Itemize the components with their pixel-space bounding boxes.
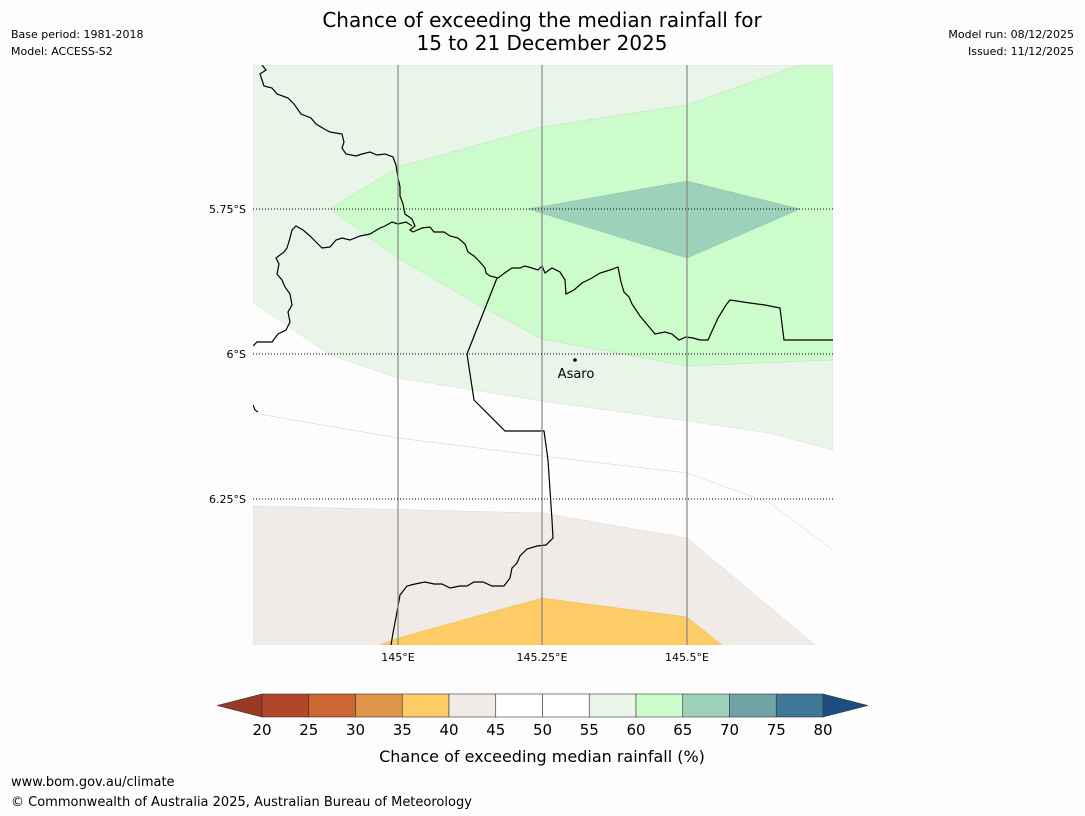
colorbar-segment <box>401 693 450 718</box>
colorbar-tick-label: 65 <box>673 721 692 739</box>
coastline-west <box>253 221 413 347</box>
map-area <box>253 65 833 645</box>
colorbar-segment <box>495 693 543 718</box>
chart-title-line1: Chance of exceeding the median rainfall … <box>322 8 762 32</box>
colorbar-tick-label: 35 <box>393 721 412 739</box>
zone-35-40 <box>379 597 723 645</box>
colorbar-segment <box>588 693 637 718</box>
colorbar-tick-label: 70 <box>720 721 739 739</box>
colorbar-tick-label: 25 <box>299 721 318 739</box>
colorbar-label: Chance of exceeding median rainfall (%) <box>379 747 705 766</box>
colorbar-tick-label: 30 <box>346 721 365 739</box>
colorbar-tick-label: 40 <box>439 721 458 739</box>
colorbar-segment <box>308 693 356 718</box>
coastline-fragment <box>253 404 259 413</box>
colorbar-segment <box>682 693 730 718</box>
chart-title-line2: 15 to 21 December 2025 <box>416 31 668 55</box>
colorbar-tick-label: 20 <box>252 721 271 739</box>
place-marker <box>573 358 577 362</box>
lon-label-145: 145°E <box>381 651 414 664</box>
lat-label-6: 6°S <box>227 348 246 361</box>
model-text: Model: ACCESS-S2 <box>11 45 113 58</box>
colorbar-under-arrow <box>216 693 263 718</box>
border-line <box>390 277 554 645</box>
model-run-text: Model run: 08/12/2025 <box>948 28 1074 41</box>
colorbar-segment <box>635 693 684 718</box>
lon-label-145-5: 145.5°E <box>665 651 709 664</box>
footer-url: www.bom.gov.au/climate <box>11 775 175 790</box>
contour-line <box>253 412 833 551</box>
colorbar-tick-label: 55 <box>580 721 599 739</box>
colorbar-segment <box>355 693 403 718</box>
colorbar: 20 25 30 35 40 45 50 55 60 65 70 75 80 <box>216 693 869 739</box>
colorbar-tick-label: 45 <box>486 721 505 739</box>
meta-right: Model run: 08/12/2025 Issued: 11/12/2025 <box>948 26 1074 60</box>
colorbar-tick-label: 75 <box>767 721 786 739</box>
colorbar-segment <box>775 693 824 718</box>
colorbar-over-arrow <box>822 693 869 718</box>
colorbar-tick-label: 80 <box>813 721 832 739</box>
issued-text: Issued: 11/12/2025 <box>967 45 1074 58</box>
colorbar-tick-label: 60 <box>626 721 645 739</box>
meta-left: Base period: 1981-2018 Model: ACCESS-S2 <box>11 26 143 60</box>
base-period-text: Base period: 1981-2018 <box>11 28 144 41</box>
colorbar-segment <box>261 693 310 718</box>
colorbar-segment <box>542 693 590 718</box>
colorbar-segment <box>729 693 777 718</box>
lat-label-6-25: 6.25°S <box>209 493 246 506</box>
footer-copyright: © Commonwealth of Australia 2025, Austra… <box>11 795 472 810</box>
lon-label-145-25: 145.25°E <box>517 651 568 664</box>
place-label: Asaro <box>558 367 595 382</box>
gridlines <box>253 65 833 645</box>
colorbar-segment <box>448 693 497 718</box>
lat-label-5-75: 5.75°S <box>209 203 246 216</box>
coastline <box>259 65 833 341</box>
colorbar-tick-label: 50 <box>533 721 552 739</box>
